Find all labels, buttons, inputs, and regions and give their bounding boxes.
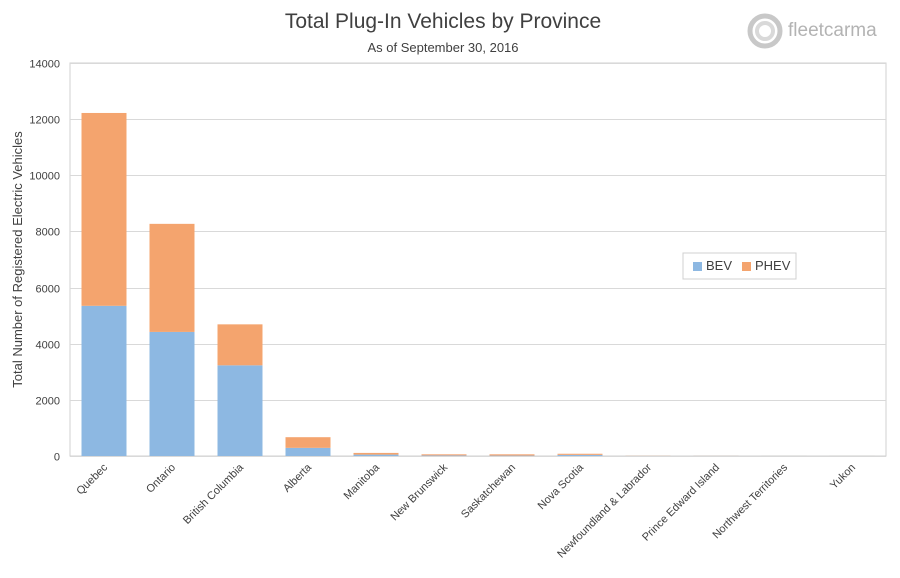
bar-phev [557, 453, 603, 455]
y-tick-label: 0 [54, 452, 60, 464]
x-tick-label: Ontario [144, 462, 178, 496]
bar-phev [285, 437, 331, 448]
bar-bev [285, 447, 331, 456]
bar-bev [149, 331, 195, 456]
legend-label-phev: PHEV [755, 258, 791, 273]
x-tick-label: Yukon [828, 462, 858, 492]
y-tick-label: 8000 [36, 227, 60, 239]
bar-phev [489, 454, 535, 456]
x-tick-label: British Columbia [181, 461, 247, 527]
bar-bev [353, 454, 399, 456]
bar-phev [217, 324, 263, 366]
logo-text: fleetcarma [788, 20, 877, 41]
legend-swatch-bev [693, 262, 702, 271]
bar-phev [149, 223, 195, 332]
x-tick-label: Quebec [74, 461, 110, 497]
legend-label-bev: BEV [706, 258, 732, 273]
legend-swatch-phev [742, 262, 751, 271]
x-tick-label: Prince Edward Island [640, 462, 722, 544]
x-tick-label: Northwest Territories [710, 461, 790, 541]
bar-phev [81, 112, 127, 306]
y-tick-label: 14000 [29, 59, 60, 71]
x-tick-label: Alberta [281, 461, 315, 495]
fleetcarma-logo: fleetcarma [746, 12, 891, 52]
bar-phev [353, 452, 399, 455]
y-tick-label: 6000 [36, 284, 60, 296]
y-tick-label: 4000 [36, 340, 60, 352]
bar-bev [421, 455, 467, 456]
chart-title: Total Plug-In Vehicles by Province [284, 10, 602, 33]
y-tick-label: 10000 [29, 171, 60, 183]
x-tick-label: Saskatchewan [459, 462, 518, 521]
chart-subtitle: As of September 30, 2016 [367, 40, 519, 55]
x-tick-label: New Brunswick [388, 461, 450, 523]
bar-phev [421, 454, 467, 456]
y-axis-title: Total Number of Registered Electric Vehi… [10, 131, 25, 388]
x-tick-label: Nova Scotia [536, 461, 587, 512]
fleetcarma-ring-logo-icon [747, 13, 783, 49]
bar-bev [217, 365, 263, 456]
x-tick-label: Manitoba [342, 461, 383, 502]
bar-bev [557, 454, 603, 456]
y-tick-label: 2000 [36, 396, 60, 408]
bar-bev [81, 305, 127, 456]
y-tick-label: 12000 [29, 115, 60, 127]
